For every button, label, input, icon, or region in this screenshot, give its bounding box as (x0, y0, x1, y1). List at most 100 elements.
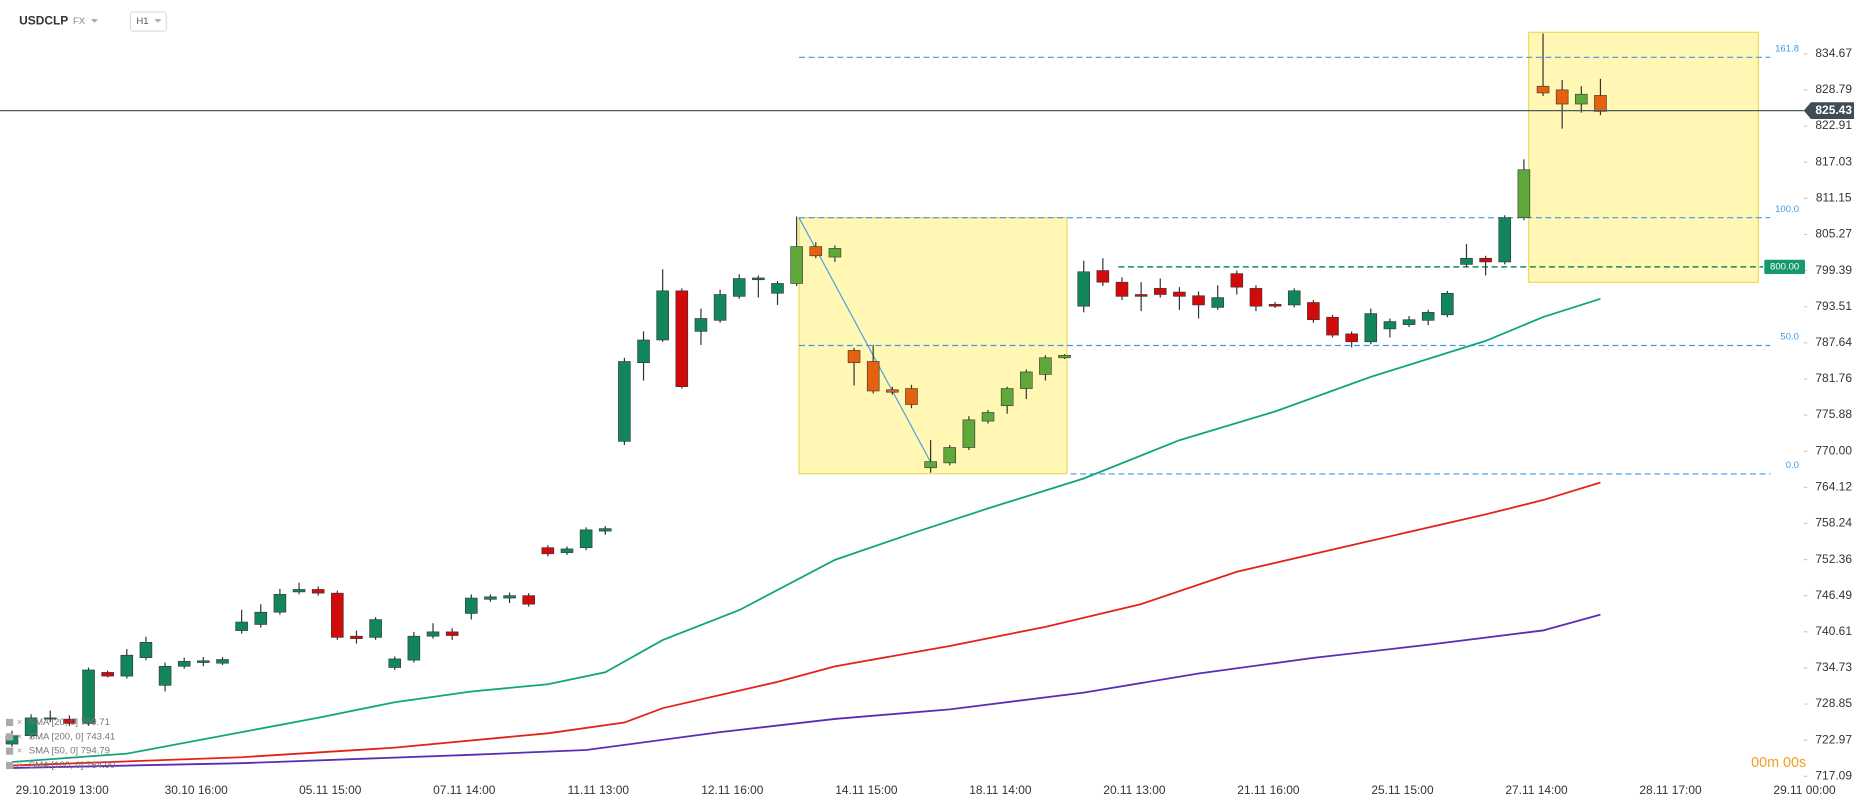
symbol[interactable]: USDCLP (19, 14, 68, 28)
candle-body (866, 361, 880, 392)
y-tick-label: 734.73 (1815, 660, 1852, 674)
legend-x: × (17, 717, 23, 728)
candle-body (1517, 169, 1531, 219)
level-label: 800.00 (1770, 261, 1799, 272)
fib-label: 161.8 (1775, 43, 1799, 54)
candle-body (273, 594, 287, 613)
sma-line (11, 613, 1601, 769)
candle-body (981, 412, 995, 422)
candle-body (235, 621, 248, 631)
candle-body (541, 547, 555, 555)
candle-body (675, 290, 689, 387)
candle-body (924, 461, 937, 469)
candle-body (1575, 93, 1588, 105)
candle-body (120, 654, 134, 677)
y-tick-label: 793.51 (1815, 299, 1852, 313)
candle-body (1594, 95, 1607, 112)
candle-body (943, 447, 957, 464)
x-tick-label: 25.11 15:00 (1371, 783, 1434, 797)
candle-body (82, 669, 95, 724)
sma-line (11, 481, 1601, 767)
candle-body (369, 619, 382, 638)
market: FX (73, 16, 86, 27)
candle-body (618, 361, 631, 442)
candle-body (1287, 290, 1301, 306)
candle-body (1402, 319, 1416, 325)
x-tick-label: 20.11 13:00 (1103, 783, 1166, 797)
dropdown-arrow[interactable] (90, 19, 99, 23)
legend-x: × (17, 760, 23, 771)
fib-zone[interactable] (1528, 31, 1759, 283)
y-tick-label: 822.91 (1815, 118, 1852, 132)
candle-body (63, 718, 76, 724)
candle-body (752, 277, 765, 281)
candle-body (1479, 257, 1492, 263)
legend-entry: SMA [20, 0] 799.71 (29, 717, 110, 728)
candle-body (713, 294, 727, 321)
y-tick-label: 752.36 (1815, 552, 1852, 566)
candle-body (694, 318, 708, 332)
y-tick-label: 811.15 (1816, 191, 1852, 205)
x-tick-label: 12.11 16:00 (701, 783, 764, 797)
candle-body (1192, 295, 1205, 306)
candle-body (101, 672, 114, 677)
candle-body (1230, 273, 1244, 288)
candle-body (1000, 388, 1014, 407)
legend-x: × (17, 731, 23, 742)
y-tick-label: 781.76 (1815, 371, 1852, 385)
x-tick-label: 29.10.2019 13:00 (16, 783, 109, 797)
candle-body (1249, 288, 1263, 307)
candle-body (1460, 257, 1473, 265)
legend-icon (5, 733, 14, 741)
x-tick-label: 28.11 17:00 (1639, 783, 1702, 797)
candle-body (1134, 294, 1148, 297)
candle-body (1268, 304, 1282, 307)
legend-icon (5, 761, 14, 770)
candle-body (732, 278, 746, 297)
interval-box[interactable] (129, 11, 167, 32)
candle-body (809, 246, 823, 257)
candle-body (1326, 316, 1339, 336)
fib-label: 50.0 (1780, 332, 1799, 343)
candle-body (1536, 85, 1550, 94)
legend-entry: SMA [200, 0] 743.41 (29, 731, 116, 742)
x-tick-label: 21.11 16:00 (1237, 783, 1300, 797)
y-tick-label: 834.67 (1815, 46, 1852, 60)
legend-entry: SMA [100, 0] 764.90 (29, 760, 116, 771)
candle-body (1307, 302, 1320, 321)
candle-body (828, 248, 842, 258)
candle-body (139, 642, 153, 658)
candle-body (1498, 217, 1512, 263)
legend-icon (5, 747, 14, 755)
y-tick-label: 828.79 (1815, 82, 1852, 96)
candle-body (522, 595, 535, 605)
x-tick-label: 14.11 15:00 (835, 783, 898, 797)
candle-body (1077, 271, 1090, 307)
candle-body (216, 659, 229, 664)
candle-body (1345, 333, 1358, 343)
x-tick-label: 30.10 16:00 (165, 783, 228, 797)
timer: 00m 00s (1751, 755, 1806, 771)
dropdown-arrow[interactable] (154, 19, 162, 23)
candle-body (1058, 355, 1071, 359)
candle-body (1421, 312, 1435, 321)
legend-x: × (17, 746, 23, 757)
candle-body (292, 589, 306, 593)
candle-body (350, 635, 363, 639)
candle-body (579, 529, 593, 548)
y-tick-label: 799.39 (1815, 263, 1852, 277)
y-tick-label: 770.00 (1815, 443, 1852, 457)
y-tick-label: 722.97 (1815, 732, 1852, 746)
candle-body (790, 246, 803, 284)
candle-body (331, 592, 344, 638)
interval[interactable]: H1 (136, 16, 148, 27)
candle-body (847, 350, 861, 364)
y-tick-label: 764.12 (1815, 479, 1852, 493)
candle-body (1096, 270, 1110, 283)
level-label-box (1764, 259, 1805, 275)
y-tick-label: 717.09 (1815, 768, 1852, 782)
candle-body (1555, 89, 1569, 105)
trend-line[interactable] (798, 217, 934, 467)
